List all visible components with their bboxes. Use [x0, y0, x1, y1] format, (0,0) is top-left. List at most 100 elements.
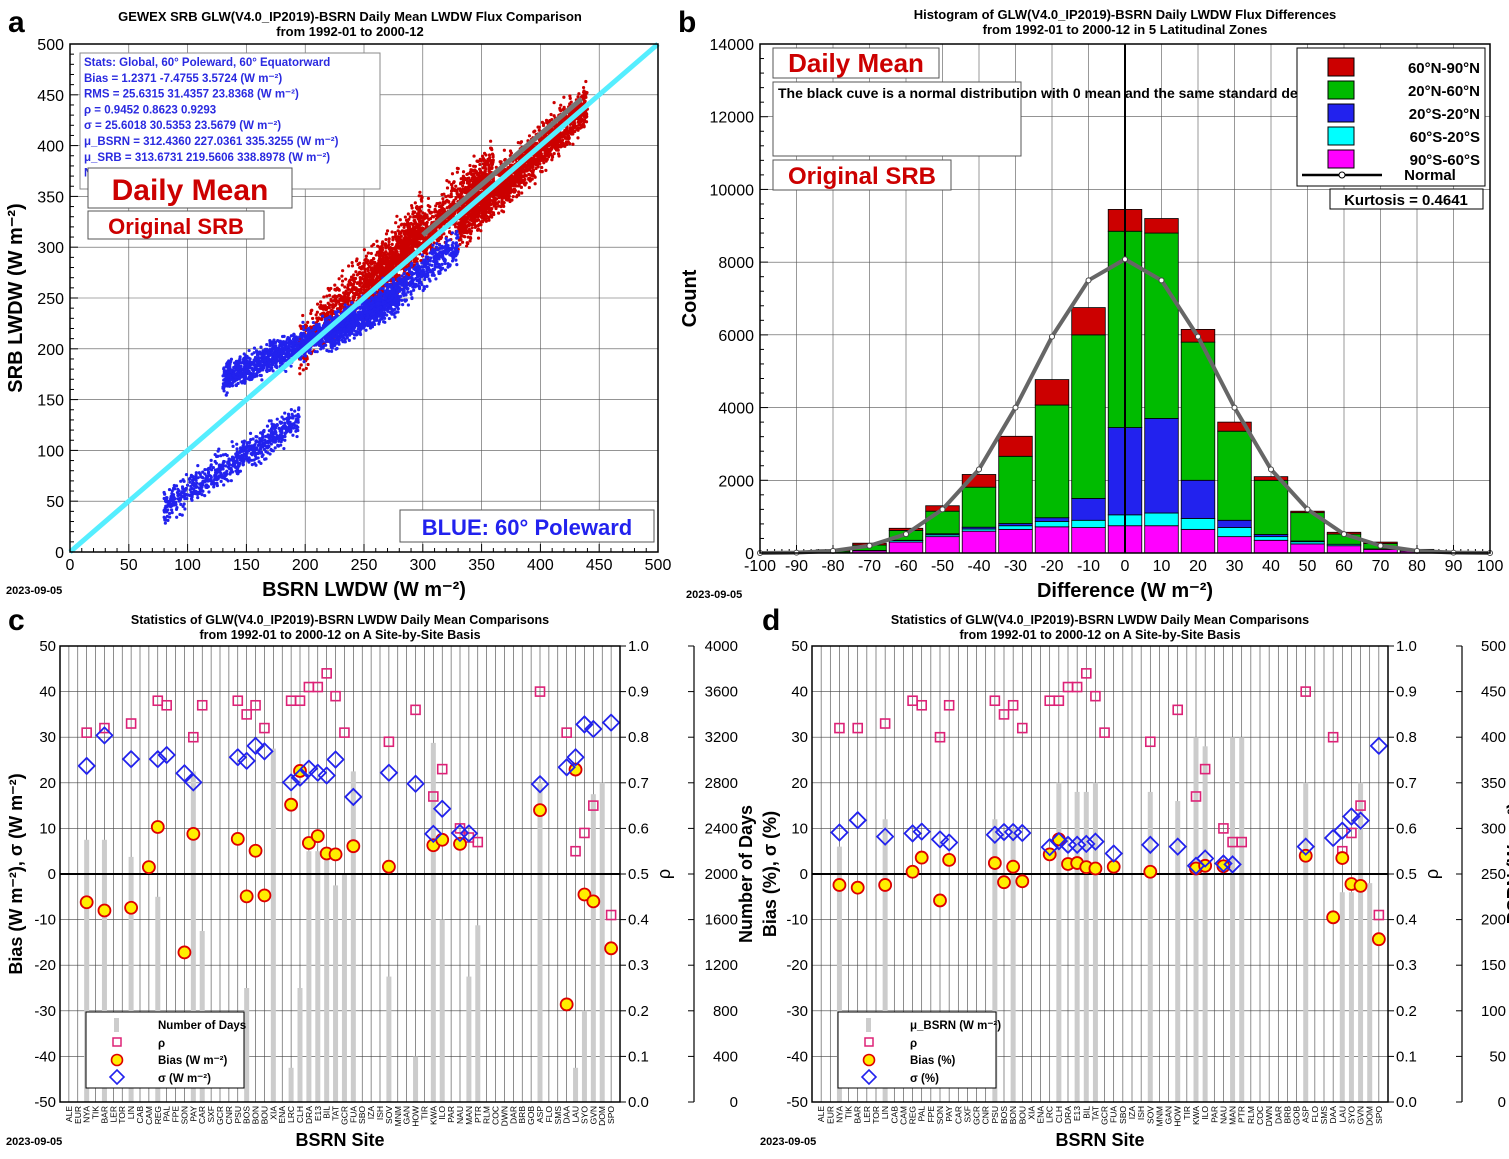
data-point — [439, 212, 442, 215]
data-point — [274, 426, 277, 429]
data-point — [537, 165, 540, 168]
data-point — [404, 239, 407, 242]
data-point — [247, 461, 250, 464]
data-point — [512, 195, 515, 198]
data-point — [474, 225, 477, 228]
data-point — [553, 152, 556, 155]
data-point — [209, 475, 212, 478]
data-point — [260, 451, 263, 454]
data-point — [232, 462, 235, 465]
data-point — [164, 522, 167, 525]
data-point — [199, 475, 202, 478]
data-point — [183, 497, 186, 500]
data-point — [450, 189, 453, 192]
data-point — [340, 275, 343, 278]
data-point — [468, 228, 471, 231]
data-point — [171, 489, 174, 492]
data-point — [310, 309, 313, 312]
data-point — [440, 204, 443, 207]
data-point — [520, 140, 523, 143]
data-point — [282, 447, 285, 450]
data-point — [414, 215, 417, 218]
data-point — [215, 462, 218, 465]
data-point — [481, 172, 484, 175]
data-point — [229, 471, 232, 474]
data-point — [251, 453, 254, 456]
data-point — [224, 453, 227, 456]
data-point — [297, 413, 300, 416]
data-point — [328, 294, 331, 297]
data-point — [467, 212, 470, 215]
data-point — [357, 293, 360, 296]
data-point — [413, 236, 416, 239]
data-point — [241, 463, 244, 466]
data-point — [561, 138, 564, 141]
data-point — [166, 504, 169, 507]
data-point — [360, 291, 363, 294]
data-point — [515, 195, 518, 198]
data-point — [438, 201, 441, 204]
data-point — [262, 443, 265, 446]
data-point — [411, 212, 414, 215]
data-point — [246, 441, 249, 444]
data-point — [293, 409, 296, 412]
data-point — [166, 519, 169, 522]
data-point — [323, 306, 326, 309]
data-point — [350, 290, 353, 293]
data-point — [220, 466, 223, 469]
data-point — [179, 498, 182, 501]
data-point — [266, 424, 269, 427]
data-point — [283, 427, 286, 430]
data-point — [351, 261, 354, 264]
data-point — [265, 446, 268, 449]
data-point — [334, 288, 337, 291]
data-point — [432, 215, 435, 218]
data-point — [335, 302, 338, 305]
data-point — [480, 206, 483, 209]
data-point — [351, 287, 354, 290]
data-point — [555, 142, 558, 145]
data-point — [258, 460, 261, 463]
data-point — [450, 195, 453, 198]
data-point — [546, 153, 549, 156]
data-point — [462, 170, 465, 173]
data-point — [503, 191, 506, 194]
data-point — [217, 469, 220, 472]
data-point — [255, 447, 258, 450]
data-point — [557, 134, 560, 137]
data-point — [463, 224, 466, 227]
data-point — [280, 415, 283, 418]
data-point — [367, 275, 370, 278]
data-point — [236, 450, 239, 453]
data-point — [545, 147, 548, 150]
data-point — [368, 279, 371, 282]
data-point — [554, 147, 557, 150]
data-point — [213, 478, 216, 481]
data-point — [279, 420, 282, 423]
data-point — [468, 164, 471, 167]
data-point — [189, 485, 192, 488]
data-point — [254, 454, 257, 457]
data-point — [273, 436, 276, 439]
data-point — [540, 155, 543, 158]
data-point — [399, 244, 402, 247]
data-point — [217, 447, 220, 450]
data-point — [280, 427, 283, 430]
data-point — [223, 460, 226, 463]
data-point — [309, 312, 312, 315]
data-point — [542, 122, 545, 125]
data-point — [401, 256, 404, 259]
data-point — [172, 497, 175, 500]
data-point — [222, 483, 225, 486]
data-point — [562, 143, 565, 146]
data-point — [358, 266, 361, 269]
data-point — [270, 422, 273, 425]
data-point — [175, 508, 178, 511]
data-point — [396, 246, 399, 249]
data-point — [414, 201, 417, 204]
data-point — [194, 490, 197, 493]
data-point — [287, 414, 290, 417]
data-point — [277, 445, 280, 448]
data-point — [297, 408, 300, 411]
